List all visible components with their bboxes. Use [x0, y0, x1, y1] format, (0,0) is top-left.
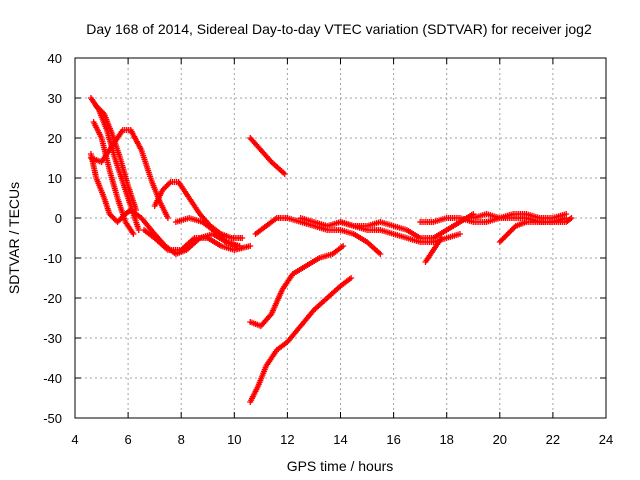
- data-series: [172, 215, 240, 249]
- data-series: [247, 275, 355, 405]
- data-point: [377, 251, 384, 257]
- data-series: [496, 215, 575, 245]
- x-tick-label: 12: [280, 432, 294, 447]
- data-point: [504, 231, 511, 237]
- data-point: [115, 217, 122, 224]
- data-point: [95, 105, 102, 112]
- data-point: [456, 231, 463, 237]
- grid-layer: [75, 58, 606, 418]
- data-point: [97, 107, 104, 113]
- data-point: [93, 103, 100, 109]
- chart-title: Day 168 of 2014, Sidereal Day-to-day VTE…: [86, 21, 592, 37]
- data-point: [247, 243, 254, 249]
- y-tick-label: 20: [48, 131, 62, 146]
- data-point: [107, 212, 114, 219]
- data-point: [164, 215, 171, 221]
- x-tick-label: 24: [599, 432, 613, 447]
- data-series: [297, 211, 477, 241]
- data-point: [239, 235, 246, 241]
- x-axis-label: GPS time / hours: [287, 458, 394, 474]
- data-point: [563, 211, 570, 217]
- data-point: [166, 180, 173, 187]
- y-tick-label: 40: [48, 51, 62, 66]
- data-point: [506, 229, 513, 236]
- x-tick-label: 8: [178, 432, 185, 447]
- y-tick-label: 0: [55, 211, 62, 226]
- data-point: [567, 216, 574, 222]
- data-series: [422, 235, 445, 265]
- x-tick-label: 14: [333, 432, 347, 447]
- data-point: [159, 187, 166, 193]
- data-point: [111, 216, 118, 223]
- data-point: [568, 215, 575, 221]
- data-point: [496, 239, 503, 245]
- y-tick-label: -50: [43, 411, 62, 426]
- y-tick-label: 10: [48, 171, 62, 186]
- y-tick-label: -20: [43, 291, 62, 306]
- data-point: [94, 104, 101, 111]
- data-point: [500, 235, 507, 241]
- data-point: [163, 183, 170, 189]
- data-point: [98, 108, 105, 115]
- y-tick-label: -40: [43, 371, 62, 386]
- y-tick-label: -10: [43, 251, 62, 266]
- x-tick-label: 6: [124, 432, 131, 447]
- data-point: [114, 219, 121, 225]
- data-point: [164, 181, 171, 188]
- data-series: [337, 219, 463, 245]
- data-point: [267, 312, 274, 319]
- data-point: [508, 227, 515, 233]
- data-point: [348, 275, 355, 281]
- data-point: [281, 171, 288, 177]
- data-point: [117, 216, 124, 223]
- data-point: [162, 184, 169, 191]
- data-point: [499, 236, 506, 243]
- x-tick-label: 4: [71, 432, 78, 447]
- data-point: [503, 232, 510, 239]
- tick-layer: 4 6 8 10 12 14 16 18 20 22 24 -50 -40 -30 -20 -10 0 10 20 3…: [43, 51, 613, 447]
- data-point: [510, 225, 517, 232]
- data-point: [267, 157, 274, 164]
- data-point: [233, 243, 240, 249]
- y-tick-label: -30: [43, 331, 62, 346]
- y-tick-label: 30: [48, 91, 62, 106]
- data-series: [247, 243, 347, 329]
- data-point: [99, 109, 106, 116]
- y-axis-label: SDTVAR / TECUs: [6, 182, 22, 294]
- data-point: [511, 224, 518, 231]
- x-tick-label: 16: [386, 432, 400, 447]
- x-tick-label: 10: [227, 432, 241, 447]
- data-point: [438, 235, 445, 241]
- data-point: [502, 233, 509, 240]
- data-point: [118, 215, 125, 221]
- data-point: [160, 185, 167, 192]
- data-point: [340, 243, 347, 249]
- data-point: [135, 227, 142, 233]
- data-point: [110, 215, 117, 221]
- x-tick-label: 22: [546, 432, 560, 447]
- data-series: [470, 211, 570, 221]
- data-point: [498, 237, 505, 244]
- data-series: [93, 103, 140, 213]
- data-point: [109, 213, 116, 220]
- data-point: [106, 211, 113, 217]
- x-tick-label: 18: [439, 432, 453, 447]
- data-layer: [87, 95, 575, 405]
- data-point: [507, 228, 514, 235]
- data-point: [119, 213, 126, 220]
- data-series: [141, 227, 254, 253]
- x-tick-label: 20: [493, 432, 507, 447]
- data-series: [247, 135, 288, 177]
- data-point: [130, 231, 137, 237]
